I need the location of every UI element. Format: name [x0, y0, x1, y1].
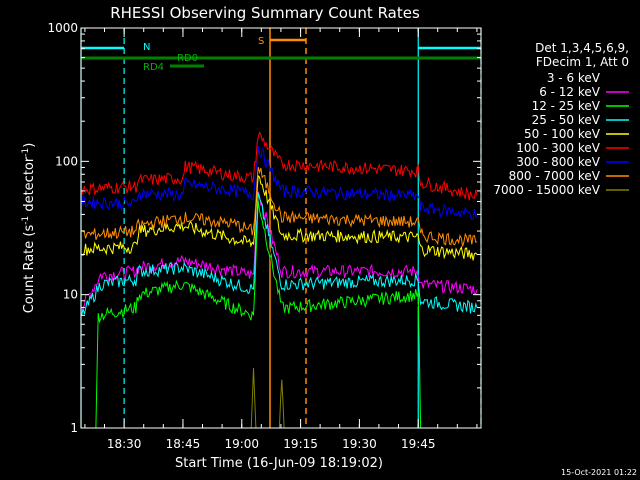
x-tick-label-19:00: 19:00 [224, 437, 259, 451]
x-axis-label: Start Time (16-Jun-09 18:19:02) [175, 456, 383, 471]
legend-label-9: 7000 - 15000 keV [493, 183, 600, 197]
series-line-6 [81, 131, 478, 201]
rd4-label: RD4 [143, 62, 164, 73]
saa-label: S [258, 36, 264, 47]
y-axis-label: Count Rate (s-1 detector-1) [21, 143, 37, 314]
legend-header-line-2: FDecim 1, Att 0 [536, 55, 629, 69]
x-tick-label-19:15: 19:15 [283, 437, 318, 451]
x-tick-label-18:30: 18:30 [107, 437, 142, 451]
series-line-3 [81, 200, 478, 429]
y-tick-label-1000: 1000 [47, 21, 78, 35]
night-label: N [143, 42, 150, 53]
generation-timestamp: 15-Oct-2021 01:22 [561, 468, 637, 477]
chart-title: RHESSI Observing Summary Count Rates [110, 4, 420, 22]
x-tick-label-18:45: 18:45 [166, 437, 201, 451]
series-line-7 [81, 145, 478, 221]
y-tick-label-10: 10 [63, 288, 78, 302]
series-line-4 [81, 192, 478, 316]
legend-label-1: 3 - 6 keV [547, 71, 601, 85]
legend-label-8: 800 - 7000 keV [509, 169, 601, 183]
rd0-label: RD0 [177, 53, 198, 64]
series-line-5 [81, 174, 478, 261]
series-line-8 [81, 166, 478, 247]
legend-label-4: 25 - 50 keV [532, 113, 601, 127]
x-tick-label-19:30: 19:30 [342, 437, 377, 451]
legend-label-5: 50 - 100 keV [524, 127, 601, 141]
legend-header-line-1: Det 1,3,4,5,6,9, [535, 41, 629, 55]
legend-label-2: 6 - 12 keV [539, 85, 601, 99]
y-tick-label-100: 100 [55, 154, 78, 168]
y-tick-label-1: 1 [70, 421, 78, 435]
legend-label-7: 300 - 800 keV [516, 155, 600, 169]
legend-label-6: 100 - 300 keV [516, 141, 600, 155]
series-line-2 [81, 191, 478, 314]
legend-label-3: 12 - 25 keV [532, 99, 601, 113]
x-tick-label-19:45: 19:45 [401, 437, 436, 451]
